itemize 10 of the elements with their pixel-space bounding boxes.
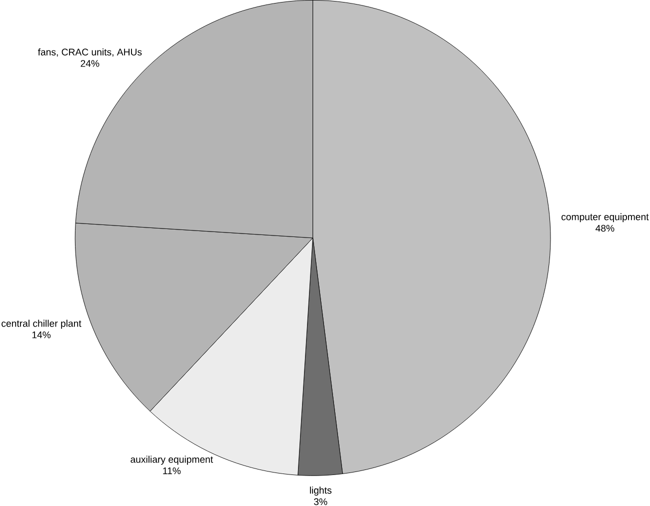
data-label: 3% [314, 498, 328, 505]
slice-label: lights [310, 486, 332, 496]
data-label: 24% [80, 60, 100, 67]
slice-label: computer equipment [562, 213, 649, 222]
data-label: 14% [32, 331, 51, 338]
slice-label: fans, CRAC units, AHUs [38, 48, 142, 56]
slice-label: auxiliary equipment [130, 456, 214, 465]
data-label: 11% [163, 467, 181, 474]
slice-label: central chiller plant [2, 320, 82, 329]
data-label: 48% [596, 224, 614, 232]
